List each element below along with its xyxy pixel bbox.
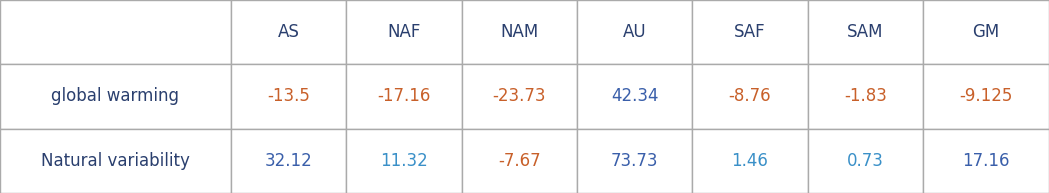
Text: 42.34: 42.34 — [611, 87, 659, 106]
Text: SAF: SAF — [734, 23, 766, 41]
Bar — [0, 64, 231, 129]
Text: 17.16: 17.16 — [962, 152, 1010, 170]
Bar — [577, 0, 692, 64]
Bar — [0, 0, 231, 64]
Bar — [808, 0, 923, 64]
Bar — [231, 0, 346, 64]
Bar — [0, 129, 231, 193]
Text: -13.5: -13.5 — [267, 87, 309, 106]
Bar — [577, 129, 692, 193]
Text: 73.73: 73.73 — [611, 152, 659, 170]
Bar — [692, 129, 808, 193]
Bar — [346, 0, 462, 64]
Text: -1.83: -1.83 — [844, 87, 886, 106]
Bar — [462, 0, 577, 64]
Text: 11.32: 11.32 — [380, 152, 428, 170]
Text: 32.12: 32.12 — [264, 152, 313, 170]
Text: AS: AS — [278, 23, 299, 41]
Text: AU: AU — [623, 23, 646, 41]
Bar — [577, 64, 692, 129]
Bar — [923, 0, 1049, 64]
Bar — [923, 129, 1049, 193]
Bar — [462, 64, 577, 129]
Bar — [923, 64, 1049, 129]
Text: Natural variability: Natural variability — [41, 152, 190, 170]
Bar — [808, 64, 923, 129]
Bar — [692, 64, 808, 129]
Text: -17.16: -17.16 — [378, 87, 430, 106]
Bar — [808, 129, 923, 193]
Text: GM: GM — [972, 23, 1000, 41]
Text: -7.67: -7.67 — [498, 152, 540, 170]
Bar — [692, 0, 808, 64]
Text: -23.73: -23.73 — [492, 87, 547, 106]
Text: NAM: NAM — [500, 23, 538, 41]
Text: 0.73: 0.73 — [847, 152, 884, 170]
Bar — [231, 64, 346, 129]
Text: 1.46: 1.46 — [731, 152, 769, 170]
Bar — [346, 129, 462, 193]
Text: -8.76: -8.76 — [729, 87, 771, 106]
Text: -9.125: -9.125 — [960, 87, 1012, 106]
Bar — [346, 64, 462, 129]
Text: NAF: NAF — [387, 23, 421, 41]
Bar — [462, 129, 577, 193]
Bar — [231, 129, 346, 193]
Text: global warming: global warming — [51, 87, 179, 106]
Text: SAM: SAM — [848, 23, 883, 41]
